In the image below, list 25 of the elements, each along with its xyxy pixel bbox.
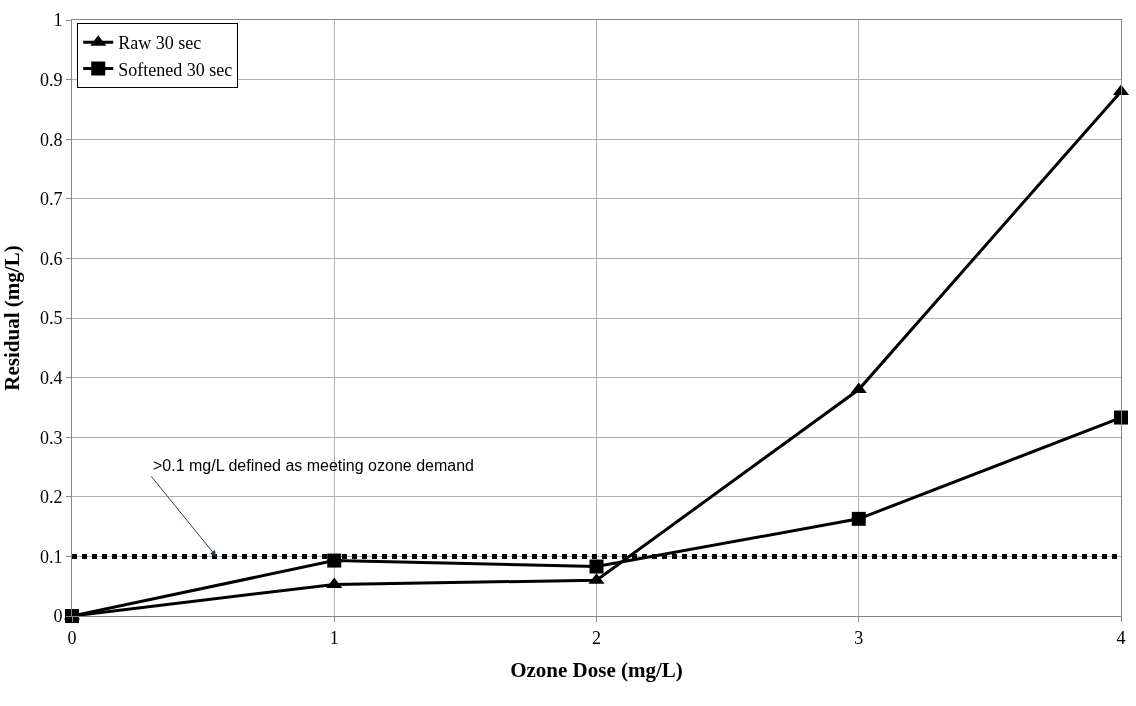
x-tick-label: 1 <box>329 627 339 648</box>
legend-label: Raw 30 sec <box>118 33 202 54</box>
y-tick-label: 0.9 <box>39 69 63 90</box>
x-tick-label: 3 <box>854 627 864 648</box>
y-tick-label: 0.3 <box>39 427 63 448</box>
y-tick-label: 0 <box>53 606 63 627</box>
point <box>1114 410 1128 425</box>
x-tick-label: 2 <box>592 627 601 648</box>
annotation: >0.1 mg/L defined as meeting ozone demand <box>153 457 474 474</box>
y-tick-label: 0.6 <box>39 248 63 269</box>
y-axis-title: Residual (mg/L) <box>0 245 24 391</box>
x-axis-title: Ozone Dose (mg/L) <box>510 657 683 682</box>
y-tick-label: 0.8 <box>39 129 63 150</box>
y-tick-label: 0.2 <box>39 487 63 508</box>
point <box>851 511 866 526</box>
point <box>589 559 604 574</box>
y-tick-label: 1 <box>53 10 63 31</box>
y-tick-label: 0.7 <box>39 189 63 210</box>
x-tick-label: 0 <box>67 627 77 648</box>
point <box>850 382 867 394</box>
x-tick-label: 4 <box>1116 627 1126 648</box>
y-tick-label: 0.5 <box>39 308 63 329</box>
y-tick-label: 0.1 <box>39 546 63 567</box>
y-tick-label: 0.4 <box>39 367 63 388</box>
legend-label: Softened 30 sec <box>118 59 233 80</box>
